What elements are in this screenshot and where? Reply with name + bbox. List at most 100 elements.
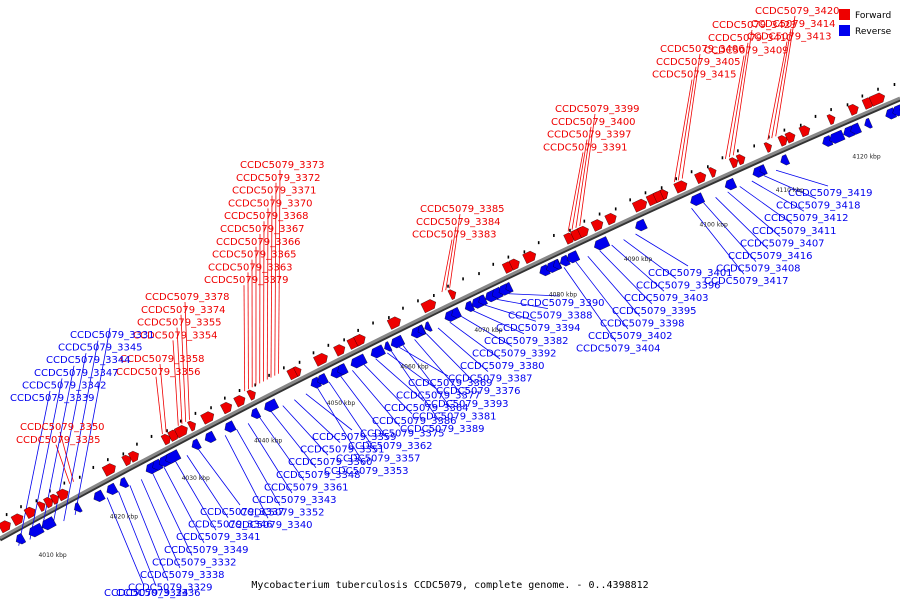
- forward-gene: [56, 488, 69, 502]
- reverse-gene-label: CCDC5079_3380: [460, 361, 545, 372]
- leader-line: [398, 346, 449, 377]
- reverse-gene-label: CCDC5079_3341: [176, 532, 261, 543]
- reverse-gene: [251, 407, 262, 419]
- kbp-label: 4030 kbp: [182, 475, 210, 482]
- reverse-gene: [892, 104, 900, 117]
- forward-gene-label: CCDC5079_3383: [412, 230, 497, 241]
- leader-line: [270, 195, 273, 378]
- scale-tick: [194, 411, 197, 415]
- leader-line: [496, 299, 549, 309]
- reverse-gene: [566, 250, 581, 264]
- reverse-gene: [119, 477, 130, 488]
- leader-line: [441, 239, 453, 293]
- reverse-gene-label: CCDC5079_3349: [164, 545, 249, 556]
- reverse-gene: [724, 177, 738, 191]
- legend-label: Reverse: [855, 27, 892, 37]
- leader-line: [180, 314, 187, 422]
- reverse-gene-label: CCDC5079_3382: [484, 336, 569, 347]
- scale-tick: [20, 505, 22, 509]
- forward-gene-label: CCDC5079_3370: [228, 198, 313, 209]
- reverse-gene-label: CCDC5079_3408: [716, 264, 801, 275]
- reverse-gene-label: CCDC5079_3377: [396, 391, 481, 402]
- leader-line: [402, 344, 453, 410]
- forward-gene-label: CCDC5079_3371: [232, 186, 317, 197]
- forward-gene: [121, 454, 132, 467]
- reverse-gene-label: CCDC5079_3398: [600, 318, 685, 329]
- reverse-gene-label: CCDC5079_3375: [360, 428, 445, 439]
- kbp-label: 4090 kbp: [624, 256, 652, 263]
- scale-tick: [298, 360, 301, 364]
- reverse-gene: [451, 307, 462, 319]
- reverse-gene-label: CCDC5079_3419: [788, 188, 873, 199]
- reverse-gene-label: CCDC5079_3357: [336, 454, 421, 465]
- scale-tick: [136, 442, 138, 446]
- kbp-label: 4040 kbp: [254, 437, 282, 444]
- forward-gene: [577, 226, 589, 239]
- reverse-gene-label: CCDC5079_3407: [740, 238, 825, 249]
- leader-line: [140, 479, 181, 569]
- scale-tick: [799, 123, 802, 127]
- scale-tick: [598, 212, 601, 216]
- forward-gene: [522, 250, 537, 264]
- scale-tick: [5, 513, 8, 517]
- scale-tick: [312, 351, 315, 355]
- scale-tick: [707, 165, 709, 169]
- forward-gene: [784, 131, 796, 144]
- reverse-gene: [15, 533, 27, 545]
- reverse-gene: [370, 344, 386, 359]
- reverse-gene: [41, 516, 57, 531]
- scale-tick: [830, 108, 832, 112]
- reverse-swatch: [839, 25, 850, 36]
- reverse-gene-label: CCDC5079_3392: [472, 348, 557, 359]
- reverse-gene-label: CCDC5079_3364: [384, 403, 469, 414]
- leader-line: [775, 169, 829, 187]
- reverse-gene-label: CCDC5079_3353: [324, 466, 409, 477]
- reverse-gene: [850, 122, 862, 135]
- leader-line: [328, 381, 377, 452]
- reverse-gene: [594, 236, 611, 251]
- leader-line: [184, 301, 190, 420]
- reverse-gene: [464, 300, 475, 312]
- scale-tick: [78, 475, 81, 479]
- genome-caption: Mycobacterium tuberculosis CCDC5079, com…: [251, 580, 648, 591]
- reverse-gene: [478, 294, 488, 306]
- leader-line: [571, 139, 588, 230]
- forward-gene-label: CCDC5079_3384: [416, 217, 501, 228]
- kbp-label: 4050 kbp: [327, 400, 355, 407]
- forward-gene: [49, 493, 60, 505]
- scale-tick: [179, 419, 182, 423]
- leader-line: [175, 461, 217, 531]
- forward-gene-label: CCDC5079_3335: [16, 435, 101, 446]
- leader-line: [449, 321, 501, 360]
- reverse-gene-label: CCDC5079_3343: [252, 495, 337, 506]
- kbp-label: 4100 kbp: [700, 221, 728, 228]
- forward-swatch: [839, 9, 850, 20]
- reverse-gene-label: CCDC5079_3376: [436, 386, 521, 397]
- forward-gene-label: CCDC5079_3373: [240, 160, 325, 171]
- reverse-gene-label: CCDC5079_3331: [70, 330, 155, 341]
- forward-gene: [333, 344, 346, 357]
- forward-gene: [447, 289, 457, 300]
- forward-gene-label: CCDC5079_3358: [120, 354, 205, 365]
- scale-tick: [254, 383, 256, 387]
- forward-gene: [868, 92, 885, 107]
- reverse-gene: [204, 430, 217, 443]
- scale-tick: [507, 255, 510, 259]
- leader-line: [159, 363, 167, 433]
- reverse-gene: [759, 164, 768, 175]
- leader-line: [567, 152, 584, 232]
- leader-line: [390, 350, 441, 423]
- scale-tick: [462, 277, 464, 281]
- scale-tick: [402, 306, 404, 310]
- scale-tick: [846, 103, 849, 107]
- leader-line: [763, 175, 817, 199]
- forward-gene-label: CCDC5079_3391: [543, 142, 628, 153]
- leader-line: [732, 29, 753, 156]
- reverse-gene: [317, 373, 329, 386]
- leader-line: [118, 491, 157, 587]
- forward-gene: [604, 213, 617, 226]
- forward-gene: [590, 219, 604, 232]
- forward-gene-label: CCDC5079_3354: [133, 330, 218, 341]
- reverse-gene: [559, 254, 571, 267]
